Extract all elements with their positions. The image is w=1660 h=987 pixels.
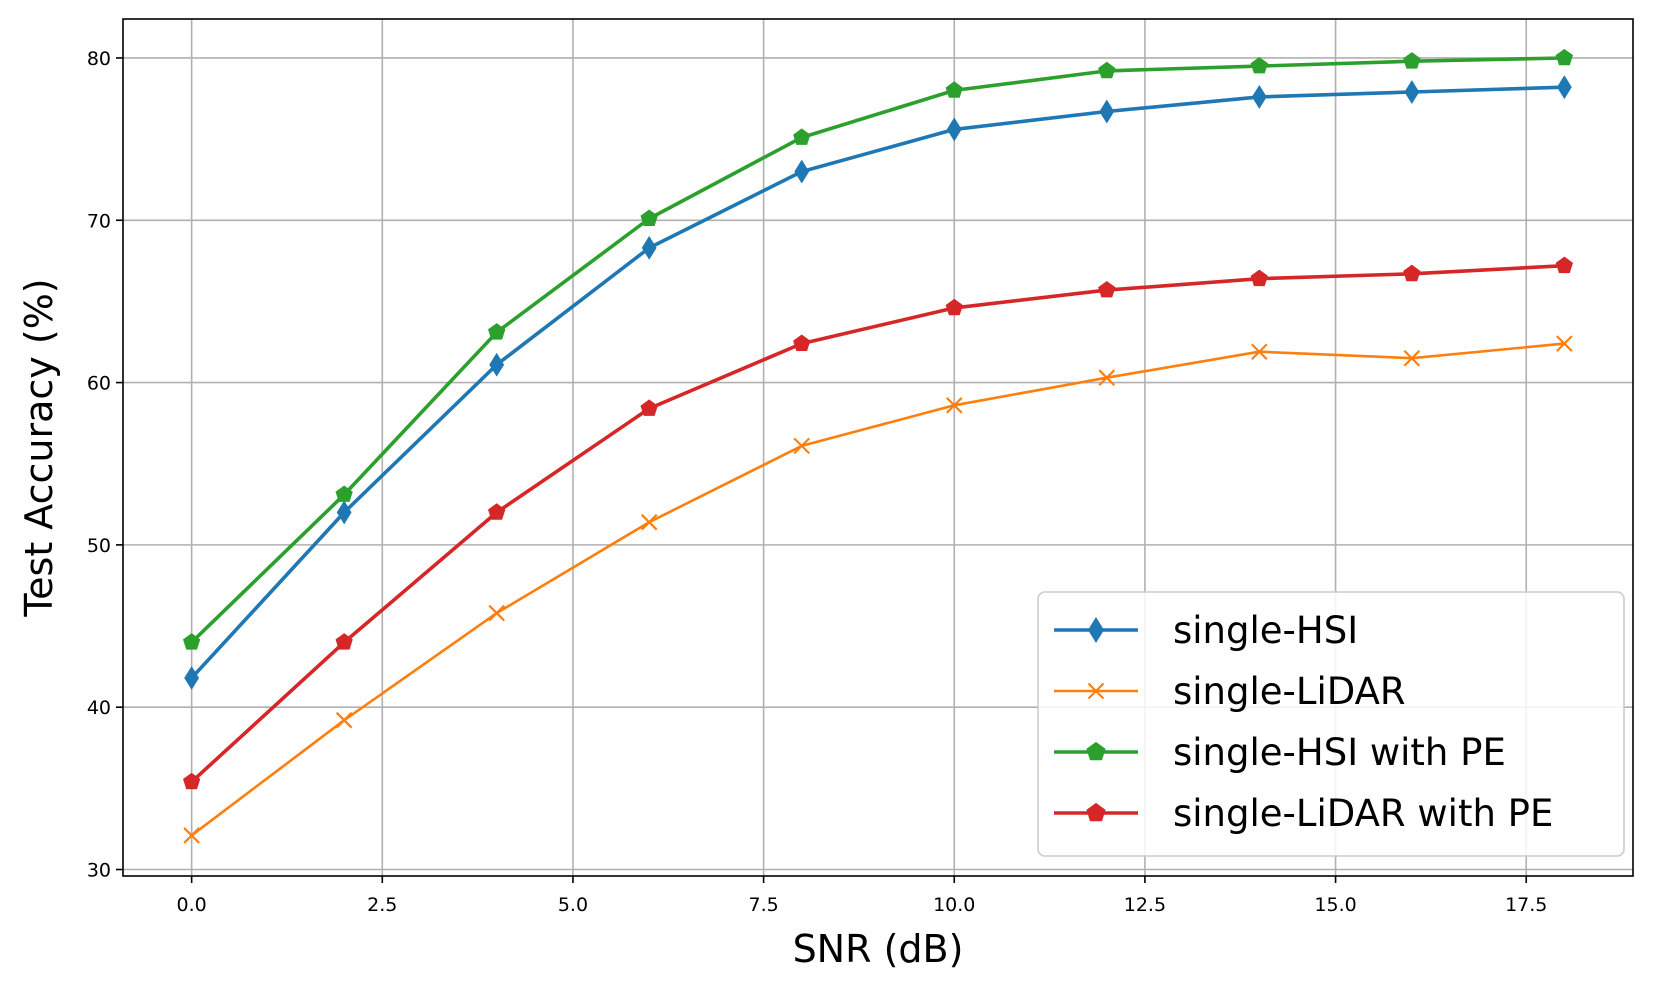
legend-label-single-hsi: single-HSI — [1173, 609, 1358, 652]
data-point-single-lidar — [488, 604, 505, 622]
data-point-single-hsi-with-pe — [1098, 61, 1116, 79]
data-point-single-lidar-with-pe — [1098, 280, 1116, 298]
data-point-single-lidar — [945, 397, 963, 414]
data-point-single-lidar — [640, 513, 658, 531]
data-point-single-hsi-with-pe — [1403, 52, 1421, 69]
x-tick-label: 7.5 — [748, 894, 778, 916]
data-point-single-hsi — [946, 117, 962, 142]
data-point-single-lidar — [1403, 349, 1421, 367]
data-point-single-hsi — [641, 235, 657, 260]
data-point-single-lidar — [183, 827, 200, 844]
data-point-single-hsi-with-pe — [793, 128, 811, 145]
x-tick-label: 5.0 — [558, 894, 588, 916]
series-markers — [183, 48, 1573, 844]
data-point-single-hsi-with-pe — [183, 633, 201, 650]
data-point-single-hsi — [489, 352, 505, 377]
x-tick-label: 10.0 — [933, 894, 975, 916]
legend-label-single-hsi-with-pe: single-HSI with PE — [1173, 731, 1506, 774]
data-point-single-hsi — [1099, 99, 1115, 124]
series-line-single-lidar-with-pe — [190, 263, 1565, 784]
legend: single-HSI single-LiDAR single-HSI with PE… — [1037, 591, 1625, 857]
y-tick-label: 40 — [87, 697, 111, 719]
data-point-single-lidar-with-pe — [640, 399, 658, 416]
data-point-single-lidar — [1556, 335, 1573, 352]
x-tick-label: 0.0 — [177, 894, 207, 916]
data-point-single-hsi-with-pe — [1555, 48, 1573, 66]
data-point-single-hsi — [184, 666, 200, 690]
x-axis-title: SNR (dB) — [793, 927, 964, 971]
legend-marker-single-lidar — [1087, 682, 1105, 700]
x-tick-label: 2.5 — [367, 894, 397, 916]
data-point-single-lidar — [335, 711, 353, 729]
y-axis-title: Test Accuracy (%) — [17, 278, 61, 617]
marker-stroke — [1098, 369, 1116, 386]
data-point-single-hsi-with-pe — [945, 81, 963, 98]
data-point-single-lidar — [1098, 369, 1116, 386]
data-point-single-lidar-with-pe — [945, 298, 963, 316]
marker-stroke — [793, 437, 811, 455]
x-tick-label: 15.0 — [1314, 894, 1356, 916]
y-tick-label: 30 — [87, 860, 111, 882]
legend-marker-single-hsi — [1087, 617, 1105, 643]
data-point-single-lidar-with-pe — [1250, 269, 1268, 287]
data-point-single-hsi-with-pe — [488, 323, 506, 340]
legend-box — [1037, 591, 1625, 857]
data-point-single-hsi-with-pe — [1250, 56, 1268, 74]
legend-marker-single-lidar-with-pe — [1086, 802, 1106, 822]
y-axis-ticks: 30 40 50 60 70 80 — [87, 48, 123, 882]
marker-stroke — [945, 397, 963, 414]
marker-stroke — [640, 513, 658, 531]
y-tick-label: 80 — [87, 48, 111, 70]
legend-label-single-lidar: single-LiDAR — [1173, 670, 1406, 713]
data-point-single-lidar-with-pe — [1555, 256, 1573, 274]
data-point-single-lidar-with-pe — [335, 633, 353, 650]
marker-stroke — [488, 604, 505, 622]
series-line-single-lidar — [190, 342, 1565, 837]
y-tick-label: 60 — [87, 373, 111, 395]
data-point-single-lidar-with-pe — [488, 503, 506, 520]
data-point-single-lidar — [793, 437, 811, 455]
data-point-single-hsi-with-pe — [640, 209, 658, 226]
x-axis-ticks: 0.0 2.5 5.0 7.5 10.0 12.5 15.0 17.5 — [177, 876, 1547, 916]
data-point-single-hsi — [336, 500, 352, 525]
marker-stroke — [1403, 349, 1421, 367]
data-point-single-hsi — [1556, 75, 1572, 100]
data-point-single-hsi — [1404, 80, 1420, 104]
data-point-single-lidar-with-pe — [793, 334, 811, 351]
data-point-single-lidar — [1251, 343, 1268, 361]
x-tick-label: 12.5 — [1124, 894, 1166, 916]
legend-marker-single-hsi-with-pe — [1086, 741, 1106, 761]
data-point-single-hsi — [794, 159, 810, 184]
y-tick-label: 70 — [87, 210, 111, 232]
marker-stroke — [1087, 682, 1105, 700]
marker-stroke — [335, 711, 353, 729]
marker-stroke — [1556, 335, 1573, 352]
data-point-single-hsi — [1251, 84, 1267, 109]
y-tick-label: 50 — [87, 535, 111, 557]
data-point-single-hsi-with-pe — [335, 485, 353, 502]
plot-frame — [122, 18, 1634, 877]
marker-stroke — [1251, 343, 1268, 361]
data-point-single-lidar-with-pe — [1403, 264, 1421, 282]
series-lines — [190, 56, 1565, 837]
data-point-single-lidar-with-pe — [183, 772, 201, 790]
series-line-single-hsi-with-pe — [190, 56, 1565, 644]
marker-stroke — [183, 827, 200, 844]
series-line-single-hsi — [190, 85, 1565, 680]
legend-label-single-lidar-with-pe: single-LiDAR with PE — [1173, 792, 1553, 835]
x-tick-label: 17.5 — [1505, 894, 1547, 916]
